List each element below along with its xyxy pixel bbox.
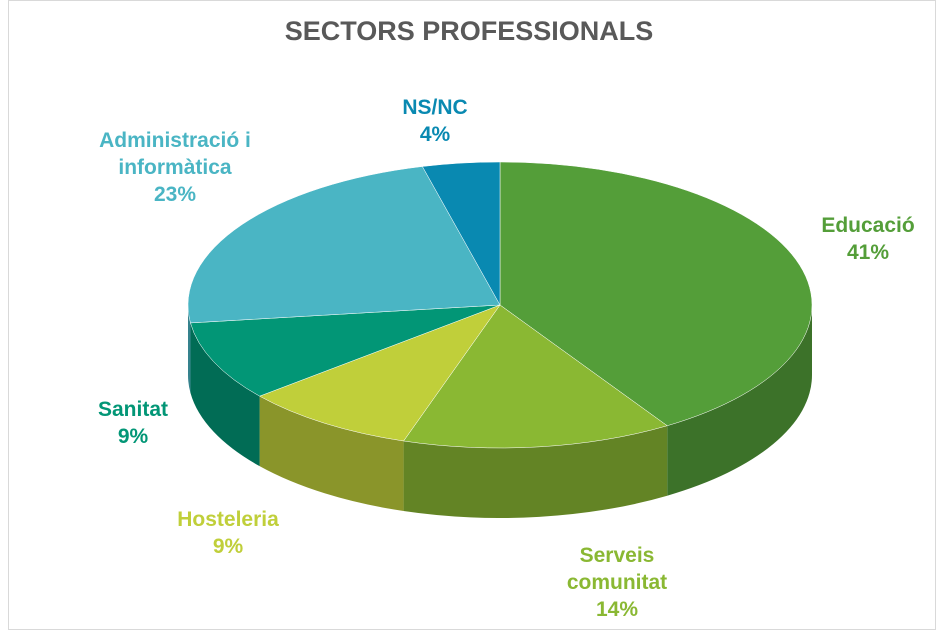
slice bbox=[403, 304, 668, 449]
value-label: 14% bbox=[595, 598, 639, 621]
category-label: NS/NC bbox=[402, 96, 468, 119]
data-label: Serveis comunitat 14% bbox=[547, 542, 687, 623]
chart-frame bbox=[8, 0, 936, 630]
chart-title: SECTORS PROFESSIONALS bbox=[284, 16, 654, 46]
slice-side bbox=[188, 305, 191, 393]
slice-side bbox=[259, 396, 404, 512]
category-label: Serveis comunitat bbox=[566, 544, 668, 594]
slice-side bbox=[190, 322, 260, 467]
slice bbox=[422, 161, 501, 306]
slice-side bbox=[667, 305, 813, 496]
category-label: Sanitat bbox=[97, 398, 168, 421]
data-label: Educació 41% bbox=[798, 212, 938, 266]
slice bbox=[187, 166, 501, 324]
value-label: 9% bbox=[117, 425, 149, 448]
value-label: 41% bbox=[846, 241, 890, 264]
data-label: Administració i informàtica 23% bbox=[90, 127, 260, 208]
value-label: 23% bbox=[153, 183, 197, 206]
slice bbox=[259, 304, 501, 442]
category-label: Educació bbox=[821, 214, 915, 237]
slice bbox=[190, 304, 501, 397]
value-label: 4% bbox=[419, 123, 451, 146]
slice-side bbox=[403, 425, 668, 518]
category-label: Hosteleria bbox=[177, 508, 279, 531]
slice bbox=[499, 161, 813, 427]
data-label: Hosteleria 9% bbox=[153, 506, 303, 560]
data-label: Sanitat 9% bbox=[73, 396, 193, 450]
data-label: NS/NC 4% bbox=[375, 94, 495, 148]
value-label: 9% bbox=[212, 535, 244, 558]
category-label: Administració i informàtica bbox=[99, 129, 251, 179]
